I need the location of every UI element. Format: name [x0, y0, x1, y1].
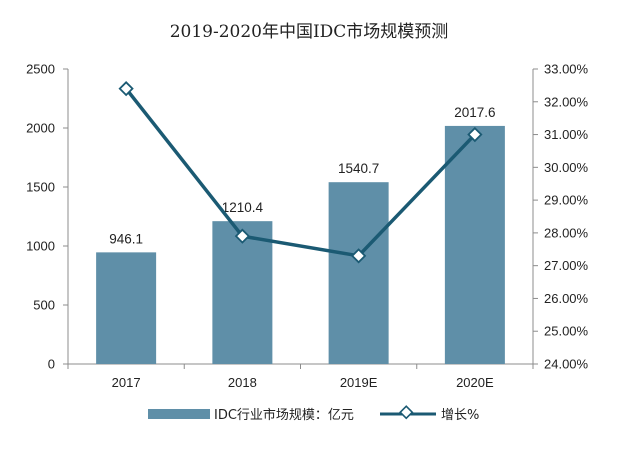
left-tick-label: 2000 [26, 121, 55, 136]
right-tick-label: 32.00% [544, 94, 589, 109]
right-tick-label: 24.00% [544, 357, 589, 372]
growth-point [467, 126, 483, 143]
right-tick-label: 27.00% [544, 258, 589, 273]
x-tick-label: 2017 [112, 375, 141, 390]
bar-data-label: 946.1 [109, 231, 143, 246]
growth-point [234, 228, 251, 244]
bar [444, 125, 505, 364]
bar [328, 182, 389, 364]
bar [96, 252, 157, 364]
right-tick-label: 33.00% [544, 62, 589, 77]
bar-data-label: 1210.4 [222, 200, 264, 215]
right-tick-label: 30.00% [544, 160, 589, 175]
x-tick-label: 2018 [228, 375, 257, 390]
legend-label-bar: IDC行业市场规模：亿元 [214, 407, 354, 423]
legend-swatch-bar [148, 409, 210, 419]
right-tick-label: 26.00% [544, 291, 589, 306]
x-tick-label: 2019E [340, 375, 378, 390]
bar-data-label: 2017.6 [454, 105, 495, 120]
left-tick-label: 2500 [26, 62, 55, 77]
left-tick-label: 1500 [26, 180, 55, 195]
growth-point [118, 81, 134, 97]
right-tick-label: 28.00% [544, 225, 589, 240]
left-tick-label: 1000 [26, 239, 55, 254]
right-tick-label: 29.00% [544, 193, 589, 208]
chart-title: 2019-2020年中国IDC市场规模预测 [170, 22, 449, 42]
legend-label-line: 增长% [441, 408, 479, 423]
growth-line [124, 87, 477, 258]
x-tick-label: 2020E [456, 375, 494, 390]
left-tick-label: 0 [48, 357, 55, 372]
left-tick-label: 500 [33, 298, 55, 313]
right-tick-label: 25.00% [544, 324, 589, 339]
growth-point [350, 248, 367, 264]
bar-data-label: 1540.7 [338, 161, 379, 176]
legend-marker-line [399, 405, 414, 420]
right-tick-label: 31.00% [544, 127, 589, 142]
bar [212, 221, 273, 364]
